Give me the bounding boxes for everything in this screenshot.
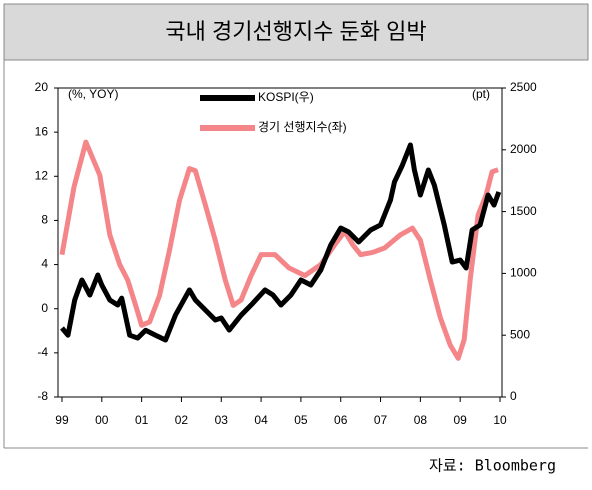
x-tick-label: 10 bbox=[493, 413, 507, 427]
y-axis-label: (%, YOY) bbox=[68, 87, 118, 101]
source: 자료: Bloomberg bbox=[429, 457, 556, 475]
y2-tick-label: 2000 bbox=[510, 142, 537, 156]
x-tick-label: 00 bbox=[95, 413, 109, 427]
y2-tick-label: 2500 bbox=[510, 80, 537, 94]
y2-tick-label: 1000 bbox=[510, 266, 537, 280]
x-tick-label: 08 bbox=[414, 413, 428, 427]
plot-frame bbox=[57, 87, 503, 398]
y-tick-label: -8 bbox=[37, 389, 48, 403]
y-tick-label: 4 bbox=[41, 257, 48, 271]
y2-tick-label: 0 bbox=[510, 389, 517, 403]
chart-title: 국내 경기선행지수 둔화 임박 bbox=[165, 19, 426, 44]
title-box bbox=[3, 3, 589, 61]
y-tick-label: -4 bbox=[37, 345, 48, 359]
y2-tick-label: 500 bbox=[510, 327, 530, 341]
legend-label: 경기 선행지수(좌) bbox=[258, 119, 347, 134]
x-tick-label: 04 bbox=[254, 413, 268, 427]
series-line bbox=[59, 139, 499, 361]
y2-axis-label: (pt) bbox=[472, 87, 490, 101]
x-tick-label: 01 bbox=[135, 413, 149, 427]
y-tick-label: 12 bbox=[35, 168, 49, 182]
x-tick-label: 07 bbox=[374, 413, 388, 427]
series-line bbox=[60, 142, 502, 343]
y-tick-label: 16 bbox=[35, 124, 49, 138]
x-tick-label: 09 bbox=[454, 413, 468, 427]
y-tick-label: 8 bbox=[41, 213, 48, 227]
x-tick-label: 99 bbox=[55, 413, 69, 427]
x-tick-label: 02 bbox=[175, 413, 189, 427]
y-tick-label: 0 bbox=[41, 301, 48, 315]
x-tick-label: 05 bbox=[294, 413, 308, 427]
y-tick-label: 20 bbox=[35, 80, 49, 94]
legend-label: KOSPI(우) bbox=[258, 90, 314, 104]
y2-tick-label: 1500 bbox=[510, 204, 537, 218]
x-tick-label: 06 bbox=[334, 413, 348, 427]
x-tick-label: 03 bbox=[215, 413, 229, 427]
